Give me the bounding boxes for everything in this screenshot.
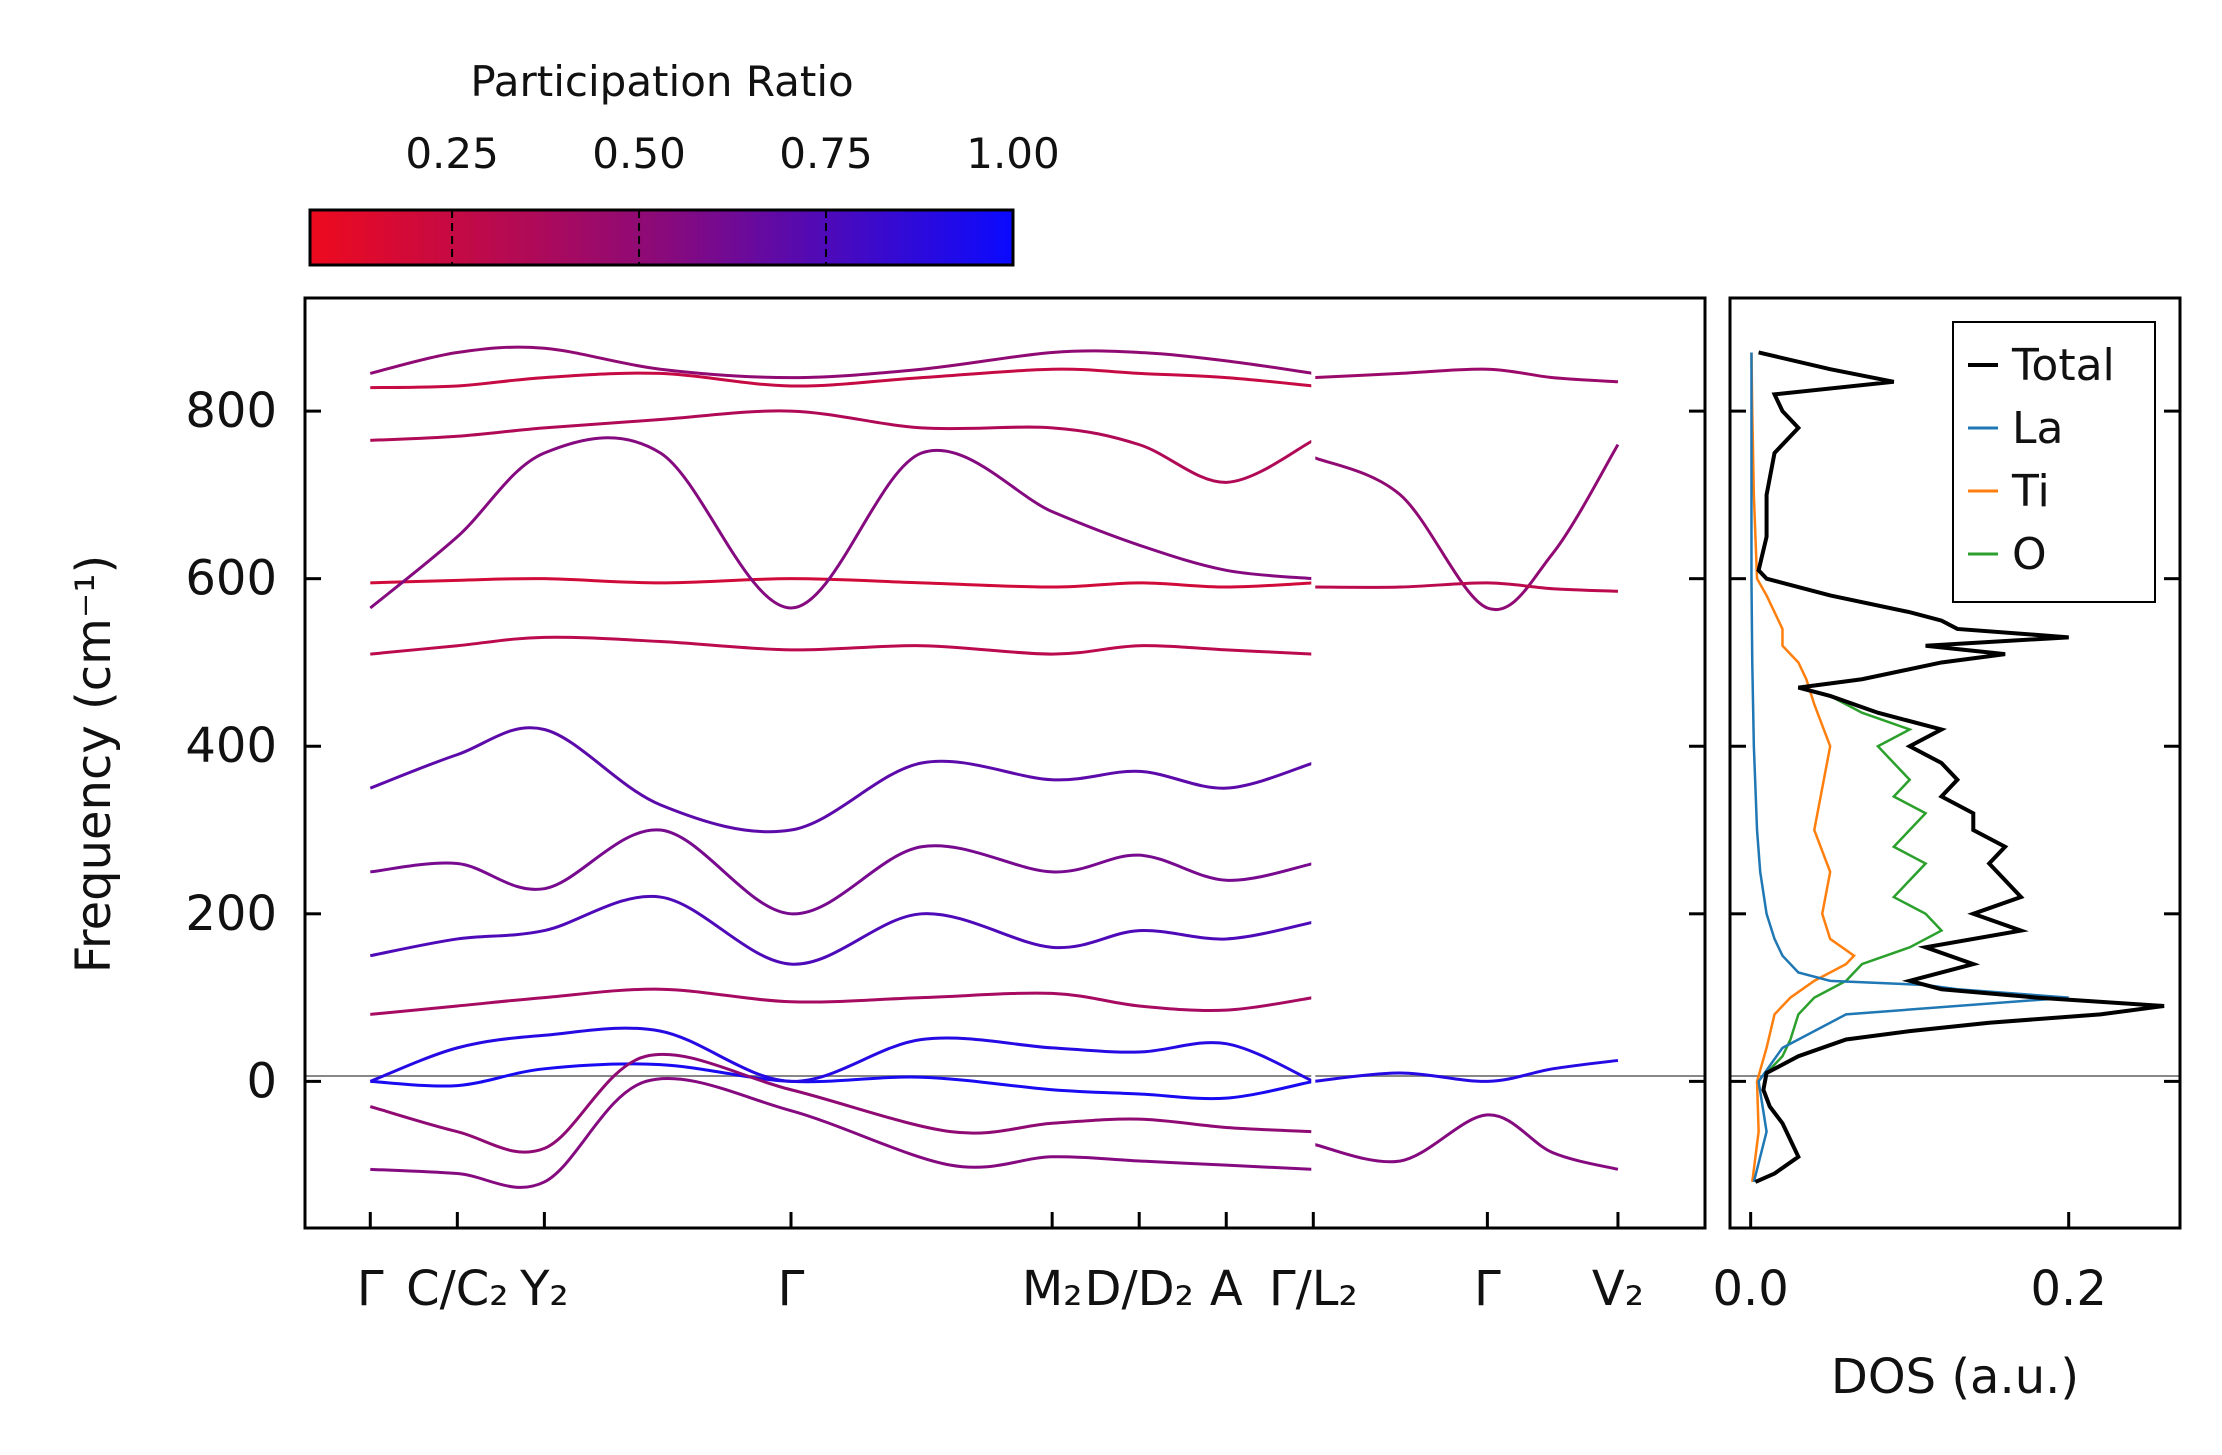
y-tick-label: 200 [185,886,277,942]
dos-x-tick-label: 0.2 [2031,1261,2107,1317]
colorbar-title: Participation Ratio [470,57,853,106]
band-line [370,987,1314,1016]
dos-x-axis-title: DOS (a.u.) [1831,1349,2079,1405]
dos-y-axis [1730,409,2180,1083]
band-y-axis: 0 200 400 600 800 [185,383,1705,1109]
y-tick-label: 400 [185,718,277,774]
band-line [1312,443,1620,612]
dos-lines [1750,350,2165,1184]
band-axes-frame [303,296,1707,1230]
y-tick-label: 800 [185,383,277,439]
band-line [1313,367,1619,384]
legend-label-total: Total [2011,340,2115,391]
colorbar-tick-label: 0.50 [592,129,686,178]
dos-series-total [1754,350,2165,1184]
y-tick-label: 600 [185,551,277,607]
band-line [1313,581,1619,593]
y-tick-label: 0 [246,1053,277,1109]
x-tick-label: C/C₂ [406,1261,508,1317]
colorbar-gradient [308,208,1015,267]
colorbar-tick-label: 0.25 [405,129,499,178]
band-line [369,1052,1314,1154]
band-line [370,1076,1314,1189]
band-structure-panel: 0 200 400 600 800 Γ C/C₂ Y₂ Γ M₂ D/D₂ A Γ/L₂ Γ V₂ Fre… [66,296,1707,1317]
x-tick-label: Y₂ [519,1261,569,1317]
band-line [369,436,1314,610]
x-tick-label: Γ [778,1261,805,1317]
x-tick-label: V₂ [1592,1261,1644,1317]
legend-label-la: La [2012,403,2063,454]
x-tick-label: Γ/L₂ [1269,1261,1358,1317]
dos-panel: 0.0 0.2 DOS (a.u.) Total La Ti O [1712,296,2182,1405]
band-lines [369,300,1620,1226]
dos-x-tick-label: 0.0 [1712,1261,1788,1317]
band-line [370,367,1314,390]
band-line [370,828,1314,916]
band-line [370,409,1314,484]
band-x-axis: Γ C/C₂ Y₂ Γ M₂ D/D₂ A Γ/L₂ Γ V₂ [357,1212,1644,1317]
colorbar-ticks: 0.25 0.50 0.75 1.00 [405,129,1060,265]
dos-series-la [1750,352,2069,1183]
colorbar-tick-label: 1.00 [966,129,1060,178]
x-tick-label: Γ [1474,1261,1501,1317]
band-line [369,345,1314,380]
band-line [1313,1058,1619,1083]
band-line [370,1062,1314,1101]
x-tick-label: A [1210,1261,1243,1317]
dos-legend: Total La Ti O [1952,321,2156,603]
dos-axes-frame [1728,296,2182,1230]
x-tick-label: Γ [357,1261,384,1317]
dos-x-axis: 0.0 0.2 [1712,1212,2107,1317]
dos-series-ti [1750,352,1856,1183]
band-line [1312,1113,1619,1171]
band-line [369,726,1314,834]
legend-label-o: O [2012,529,2047,580]
colorbar-tick-label: 0.75 [779,129,873,178]
x-tick-label: D/D₂ [1085,1261,1194,1317]
band-y-axis-title: Frequency (cm⁻¹) [66,555,122,973]
colorbar: Participation Ratio 0.25 0.50 0.75 1.00 [308,57,1060,267]
x-tick-label: M₂ [1022,1261,1083,1317]
legend-label-ti: Ti [2011,466,2050,517]
band-line [370,577,1314,589]
band-line [369,1026,1314,1083]
band-line [370,894,1314,966]
band-line [370,635,1314,656]
